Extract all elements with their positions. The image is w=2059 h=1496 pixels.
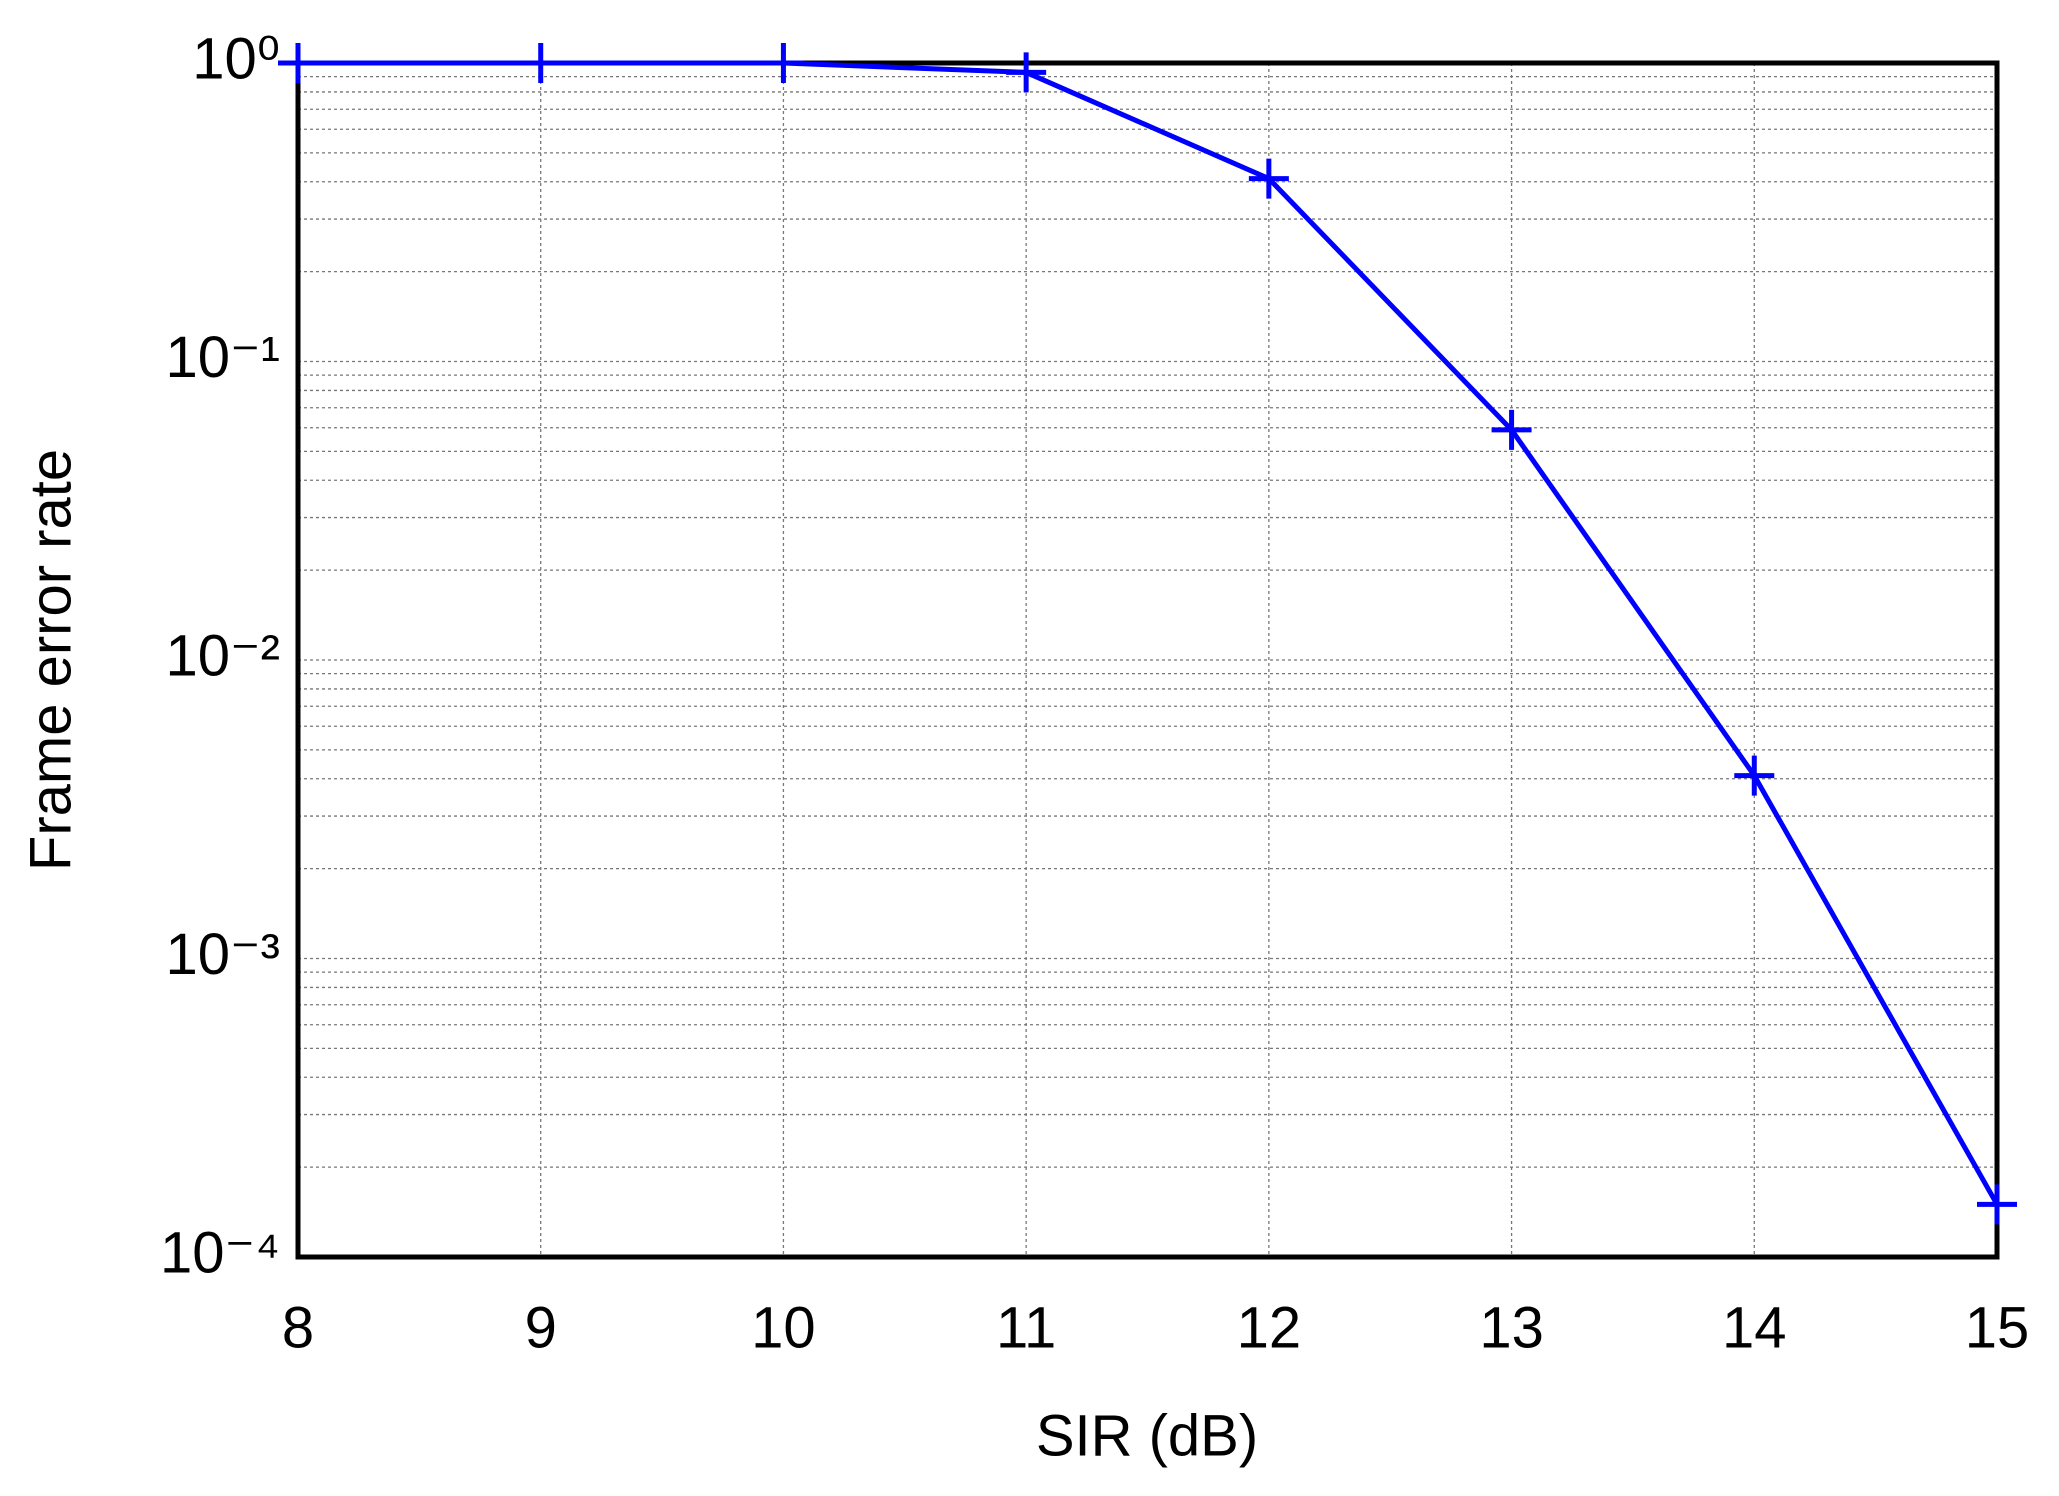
x-tick-label: 9: [525, 1295, 557, 1360]
y-axis-label: Frame error rate: [18, 449, 83, 871]
x-tick-label: 11: [996, 1295, 1056, 1360]
marker: [1977, 1184, 2017, 1225]
x-tick-label: 12: [1237, 1295, 1302, 1360]
marker: [763, 43, 804, 83]
marker: [1006, 52, 1047, 93]
y-tick-label: 10⁻³: [166, 922, 280, 987]
y-tick-label: 10⁻²: [166, 623, 280, 688]
y-tick-label: 10⁰: [192, 26, 280, 91]
line: [298, 60, 2000, 1206]
marker: [520, 43, 561, 83]
marker: [1248, 158, 1289, 199]
marker: [1491, 409, 1532, 450]
x-tick-label: 14: [1722, 1295, 1787, 1360]
y-tick-label: 10⁻⁴: [160, 1220, 280, 1285]
x-tick-label: 8: [282, 1295, 314, 1360]
x-axis-label: SIR (dB): [1036, 1403, 1258, 1468]
x-tick-label: 15: [1965, 1295, 2030, 1360]
marker: [278, 43, 318, 83]
x-tick-label: 13: [1479, 1295, 1544, 1360]
y-tick-label: 10⁻¹: [166, 325, 280, 390]
x-tick-label: 10: [751, 1295, 816, 1360]
plot-frame: [295, 60, 2000, 1260]
marker: [1734, 755, 1775, 796]
